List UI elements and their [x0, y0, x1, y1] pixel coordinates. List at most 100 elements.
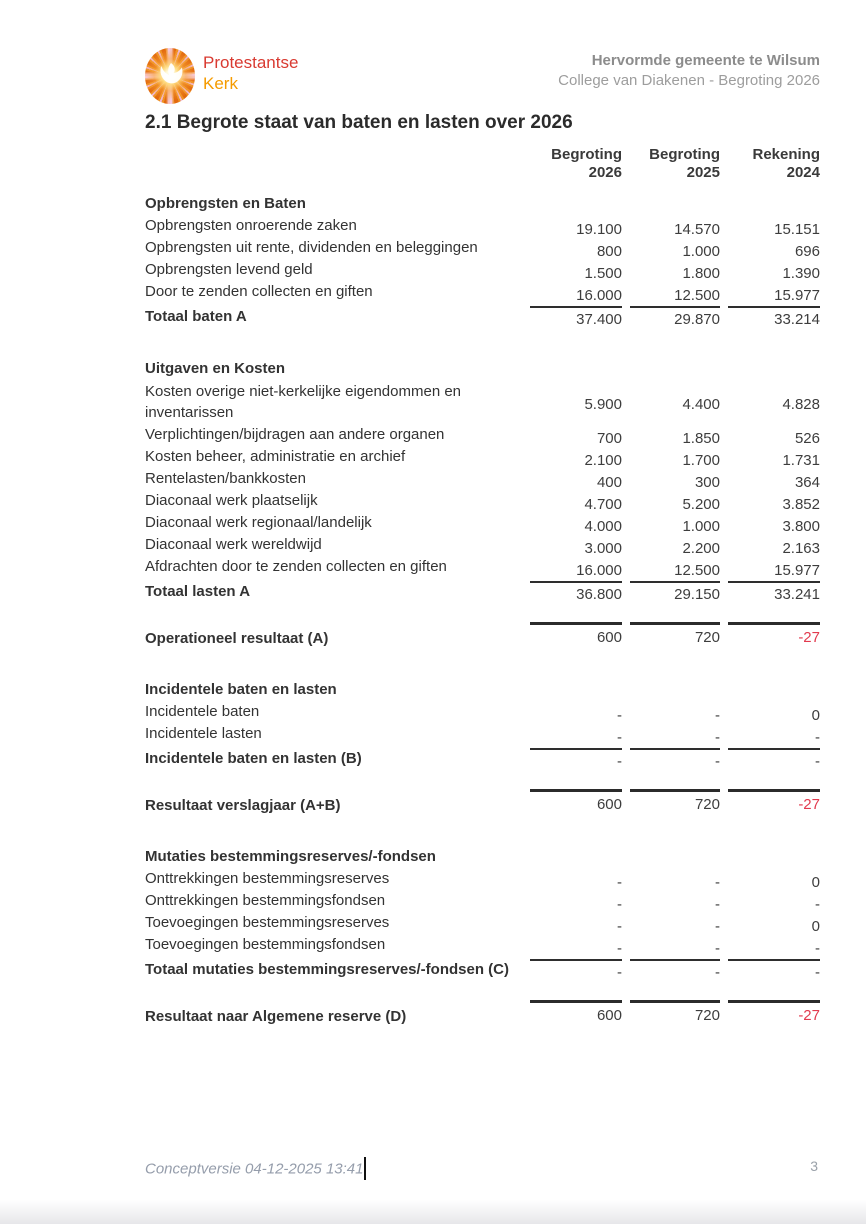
cell-value: 2.100 — [584, 452, 622, 469]
table-row: Onttrekkingen bestemmingsreserves - - 0 — [145, 869, 820, 891]
cell-value: 600 — [530, 789, 622, 821]
row-label: Kosten beheer, administratie en archief — [145, 448, 406, 465]
row-label: Incidentele lasten — [145, 725, 262, 742]
cell-value: 14.570 — [674, 221, 720, 238]
section-heading: Uitgaven en Kosten — [145, 360, 286, 377]
row-label: Kosten overige niet-kerkelijke eigendomm… — [145, 383, 462, 421]
cell-value: - — [815, 896, 820, 913]
table-row: Opbrengsten levend geld 1.500 1.800 1.390 — [145, 260, 820, 282]
row-label: Opbrengsten levend geld — [145, 261, 313, 278]
table-row: Kosten beheer, administratie en archief 2… — [145, 447, 820, 469]
cell-value: - — [715, 940, 720, 957]
brand-line1: Protestantse — [203, 53, 299, 72]
cell-value: 600 — [530, 1000, 622, 1032]
pkn-radiant-dove-icon — [145, 48, 195, 104]
cell-value: 720 — [630, 622, 720, 654]
table-row: Door te zenden collecten en giften 16.000… — [145, 282, 820, 304]
cell-value: - — [530, 959, 622, 986]
cell-value: - — [617, 896, 622, 913]
cell-value: 700 — [596, 430, 622, 447]
cell-value: -27 — [728, 789, 820, 821]
dove-icon — [160, 63, 183, 84]
cell-value: 1.000 — [682, 518, 720, 535]
result-row: Operationeel resultaat (A) 600 720 -27 — [145, 622, 820, 654]
cell-value: 4.700 — [584, 496, 622, 513]
table-body: Opbrengsten en Baten Opbrengsten onroeren… — [145, 194, 820, 1032]
cell-value: 696 — [794, 243, 820, 260]
cell-value: 526 — [794, 430, 820, 447]
cell-value: 800 — [596, 243, 622, 260]
cell-value: - — [815, 729, 820, 746]
table-row: Toevoegingen bestemmingsreserves - - 0 — [145, 913, 820, 935]
total-row: Incidentele baten en lasten (B) - - - — [145, 748, 820, 775]
cell-value: 1.000 — [682, 243, 720, 260]
cell-value: 2.163 — [782, 540, 820, 557]
cell-value: 16.000 — [576, 287, 622, 304]
cell-value: 300 — [694, 474, 720, 491]
result-row: Resultaat naar Algemene reserve (D) 600 72… — [145, 1000, 820, 1032]
column-header-begroting-2026: Begroting 2026 — [551, 146, 622, 181]
page-number: 3 — [810, 1158, 818, 1174]
document-header: Hervormde gemeente te Wilsum College van… — [558, 51, 820, 91]
cell-value: 400 — [596, 474, 622, 491]
row-label: Door te zenden collecten en giften — [145, 283, 373, 300]
total-row: Totaal lasten A 36.800 29.150 33.241 — [145, 581, 820, 608]
cell-value: - — [530, 748, 622, 775]
cell-value: 1.500 — [584, 265, 622, 282]
cell-value: 1.850 — [682, 430, 720, 447]
footer-version-note: Conceptversie 04-12-2025 13:41 — [145, 1157, 367, 1181]
table-row: Opbrengsten uit rente, dividenden en bel… — [145, 238, 820, 260]
cell-value: 36.800 — [530, 581, 622, 608]
cell-value: 33.214 — [728, 306, 820, 333]
cell-value: - — [715, 896, 720, 913]
text-caret — [364, 1157, 367, 1180]
cell-value: 600 — [530, 622, 622, 654]
cell-value: 5.200 — [682, 496, 720, 513]
table-row: Incidentele baten - - 0 — [145, 702, 820, 724]
cell-value: - — [715, 874, 720, 891]
row-label: Diaconaal werk plaatselijk — [145, 492, 318, 509]
cell-value: 29.150 — [630, 581, 720, 608]
cell-value: - — [617, 707, 622, 724]
cell-value: -27 — [728, 1000, 820, 1032]
table-row: Verplichtingen/bijdragen aan andere orga… — [145, 425, 820, 447]
row-label: Rentelasten/bankkosten — [145, 470, 306, 487]
footer-version-text: Conceptversie 04-12-2025 13:41 — [145, 1160, 364, 1178]
cell-value: 0 — [811, 874, 820, 891]
organization-name: Hervormde gemeente te Wilsum — [591, 52, 820, 69]
table-row: Toevoegingen bestemmingsfondsen - - - — [145, 935, 820, 957]
row-label: Diaconaal werk wereldwijd — [145, 536, 322, 553]
cell-value: 33.241 — [728, 581, 820, 608]
cell-value: -27 — [728, 622, 820, 654]
total-row: Totaal baten A 37.400 29.870 33.214 — [145, 306, 820, 333]
section-heading: Incidentele baten en lasten — [145, 681, 337, 698]
cell-value: 4.828 — [782, 396, 820, 413]
cell-value: - — [715, 729, 720, 746]
cell-value: 720 — [630, 1000, 720, 1032]
row-label: Opbrengsten uit rente, dividenden en bel… — [145, 239, 478, 256]
cell-value: 5.900 — [584, 396, 622, 413]
cell-value: 37.400 — [530, 306, 622, 333]
row-label: Totaal baten A — [145, 308, 247, 325]
cell-value: 364 — [794, 474, 820, 491]
brand-line2: Kerk — [203, 74, 238, 93]
section-heading: Mutaties bestemmingsreserves/-fondsen — [145, 848, 436, 865]
cell-value: 3.800 — [782, 518, 820, 535]
pkn-logo: Protestantse Kerk — [145, 48, 298, 104]
table-row: Diaconaal werk plaatselijk 4.700 5.200 3.85… — [145, 491, 820, 513]
row-label: Opbrengsten onroerende zaken — [145, 217, 357, 234]
row-label: Resultaat verslagjaar (A+B) — [145, 797, 341, 814]
cell-value: 1.390 — [782, 265, 820, 282]
cell-value: 2.200 — [682, 540, 720, 557]
cell-value: 15.977 — [774, 562, 820, 579]
row-label: Afdrachten door te zenden collecten en g… — [145, 558, 447, 575]
row-label: Verplichtingen/bijdragen aan andere orga… — [145, 426, 445, 443]
column-header-rekening-2024: Rekening 2024 — [752, 146, 820, 181]
section-heading: Opbrengsten en Baten — [145, 195, 306, 212]
cell-value: 3.000 — [584, 540, 622, 557]
row-label: Totaal mutaties bestemmingsreserves/-fon… — [145, 961, 509, 978]
page-title: 2.1 Begrote staat van baten en lasten ov… — [145, 112, 573, 133]
cell-value: - — [715, 707, 720, 724]
cell-value: - — [630, 748, 720, 775]
